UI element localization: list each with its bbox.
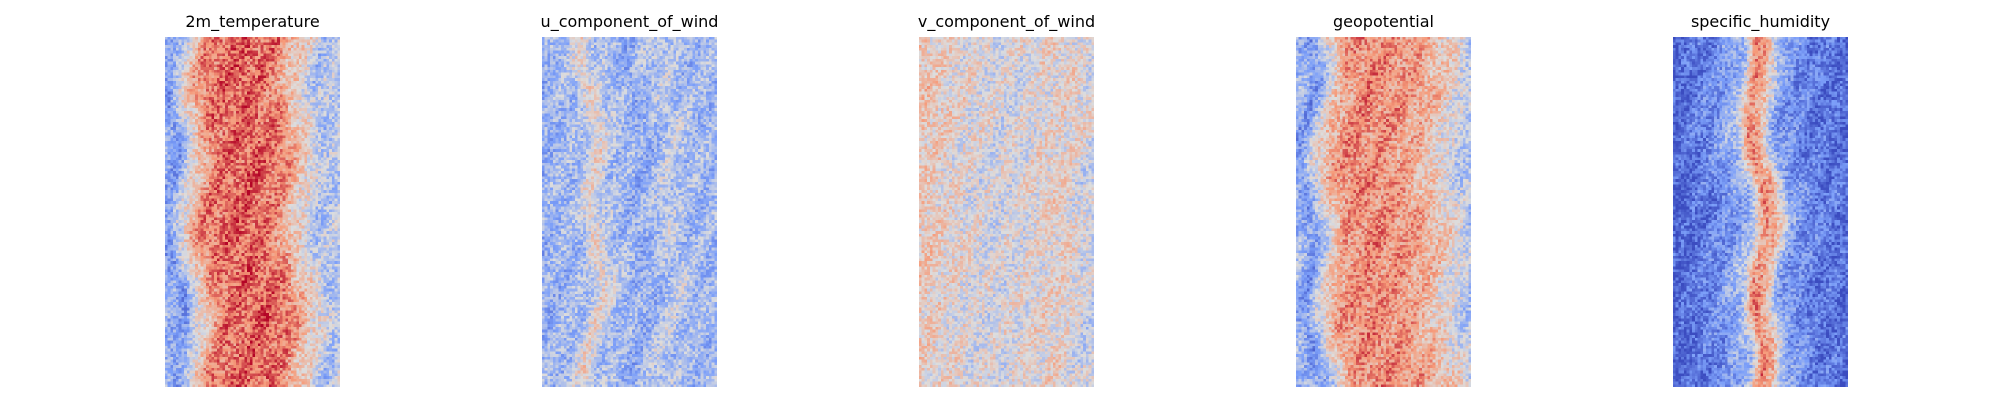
- heatmap-v-component-of-wind: [919, 37, 1094, 387]
- panel-title: v_component_of_wind: [917, 12, 1096, 31]
- heatmap-2m-temperature: [165, 37, 340, 387]
- panel-title: specific_humidity: [1690, 12, 1831, 31]
- heatmap-panel-specific-humidity: specific_humidity: [1673, 0, 1848, 400]
- panel-title: u_component_of_wind: [540, 12, 719, 31]
- heatmap-panel-v-component-of-wind: v_component_of_wind: [918, 0, 1095, 400]
- heatmap-u-component-of-wind: [542, 37, 717, 387]
- heatmap-panel-geopotential: geopotential: [1296, 0, 1471, 400]
- heatmap-panel-2m-temperature: 2m_temperature: [165, 0, 340, 400]
- heatmap-geopotential: [1296, 37, 1471, 387]
- heatmap-panel-u-component-of-wind: u_component_of_wind: [541, 0, 718, 400]
- heatmap-specific-humidity: [1673, 37, 1848, 387]
- panel-title: geopotential: [1333, 12, 1434, 31]
- panel-title: 2m_temperature: [185, 12, 320, 31]
